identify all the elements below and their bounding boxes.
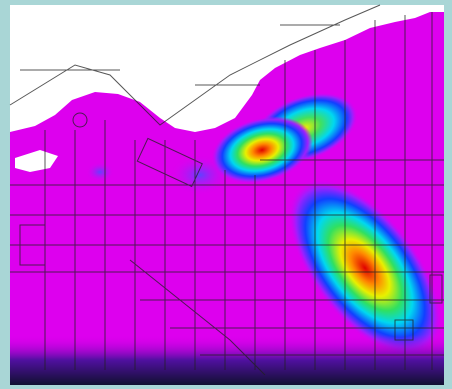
page: (() => { const data = JSON.parse(documen… [0,0,452,389]
heatmap-map [0,0,452,389]
low-spot [86,162,114,182]
